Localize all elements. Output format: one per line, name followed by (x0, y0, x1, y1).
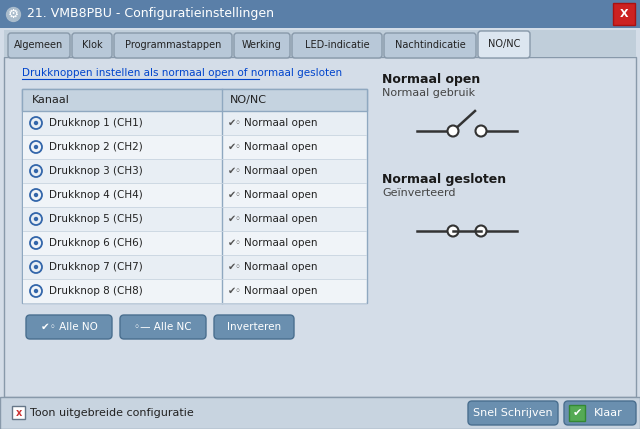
Text: Drukknop 5 (CH5): Drukknop 5 (CH5) (49, 214, 143, 224)
Bar (23, 159, 366, 183)
Circle shape (34, 265, 38, 269)
Text: Algemeen: Algemeen (14, 40, 63, 51)
Bar (22, 89, 367, 303)
Text: 21. VMB8PBU - Configuratieinstellingen: 21. VMB8PBU - Configuratieinstellingen (27, 7, 274, 21)
Text: ✔◦: ✔◦ (228, 238, 242, 248)
FancyBboxPatch shape (468, 401, 558, 425)
Text: Drukknop 1 (CH1): Drukknop 1 (CH1) (49, 118, 143, 128)
Circle shape (34, 145, 38, 149)
Text: Normaal open: Normaal open (244, 238, 317, 248)
Bar (0, 0, 640, 28)
Text: Normaal open: Normaal open (244, 118, 317, 128)
Text: ✔◦: ✔◦ (228, 190, 242, 200)
FancyBboxPatch shape (384, 33, 476, 58)
Bar (23, 111, 366, 135)
FancyBboxPatch shape (26, 315, 112, 339)
Circle shape (476, 226, 486, 236)
FancyBboxPatch shape (234, 33, 290, 58)
FancyBboxPatch shape (120, 315, 206, 339)
Text: Klaar: Klaar (594, 408, 622, 418)
Bar (4, 57, 636, 397)
Text: Nachtindicatie: Nachtindicatie (395, 40, 465, 51)
FancyBboxPatch shape (478, 31, 530, 58)
Text: ✔◦: ✔◦ (228, 214, 242, 224)
Text: X: X (620, 9, 628, 19)
Text: Geïnverteerd: Geïnverteerd (382, 188, 456, 198)
Text: Werking: Werking (242, 40, 282, 51)
Bar (4, 30, 636, 57)
Text: ⚙: ⚙ (8, 7, 19, 21)
Circle shape (34, 121, 38, 125)
Circle shape (34, 193, 38, 197)
Text: Klok: Klok (82, 40, 102, 51)
Text: Drukknop 6 (CH6): Drukknop 6 (CH6) (49, 238, 143, 248)
Text: Normaal open: Normaal open (244, 214, 317, 224)
Text: Programmastappen: Programmastappen (125, 40, 221, 51)
Text: Drukknop 7 (CH7): Drukknop 7 (CH7) (49, 262, 143, 272)
Text: Drukknop 8 (CH8): Drukknop 8 (CH8) (49, 286, 143, 296)
Text: Normaal open: Normaal open (244, 286, 317, 296)
Bar (23, 183, 366, 207)
Bar (23, 279, 366, 303)
Text: Normaal gesloten: Normaal gesloten (382, 172, 506, 185)
Text: Toon uitgebreide configuratie: Toon uitgebreide configuratie (30, 408, 194, 418)
Text: Normaal gebruik: Normaal gebruik (382, 88, 475, 98)
FancyBboxPatch shape (214, 315, 294, 339)
Circle shape (34, 217, 38, 221)
Text: Normaal open: Normaal open (382, 73, 480, 85)
Bar (23, 255, 366, 279)
Circle shape (447, 226, 458, 236)
Text: ◦— Alle NC: ◦— Alle NC (134, 322, 192, 332)
Text: Drukknop 4 (CH4): Drukknop 4 (CH4) (49, 190, 143, 200)
Text: Normaal open: Normaal open (244, 166, 317, 176)
Text: Drukknoppen instellen als normaal open of normaal gesloten: Drukknoppen instellen als normaal open o… (22, 68, 342, 78)
Text: Snel Schrijven: Snel Schrijven (473, 408, 553, 418)
Circle shape (34, 289, 38, 293)
Text: ✔◦ Alle NO: ✔◦ Alle NO (40, 322, 97, 332)
FancyBboxPatch shape (564, 401, 636, 425)
Bar (0, 397, 640, 429)
Bar (23, 135, 366, 159)
Text: x: x (15, 408, 22, 417)
Bar (22, 89, 367, 111)
Text: ✔◦: ✔◦ (228, 286, 242, 296)
Circle shape (34, 169, 38, 173)
Text: Normaal open: Normaal open (244, 262, 317, 272)
Text: Inverteren: Inverteren (227, 322, 281, 332)
FancyBboxPatch shape (114, 33, 232, 58)
FancyBboxPatch shape (8, 33, 70, 58)
Bar (23, 231, 366, 255)
Text: NO/NC: NO/NC (488, 39, 520, 49)
Text: ✔◦: ✔◦ (228, 118, 242, 128)
Text: ✔: ✔ (572, 408, 582, 418)
Text: Drukknop 3 (CH3): Drukknop 3 (CH3) (49, 166, 143, 176)
Bar (12, 406, 25, 419)
Text: LED-indicatie: LED-indicatie (305, 40, 369, 51)
Bar (569, 405, 585, 421)
Bar (613, 3, 635, 25)
Text: NO/NC: NO/NC (230, 95, 267, 105)
FancyBboxPatch shape (292, 33, 382, 58)
Text: ✔◦: ✔◦ (228, 166, 242, 176)
Text: Normaal open: Normaal open (244, 190, 317, 200)
Text: Kanaal: Kanaal (32, 95, 70, 105)
Text: ✔◦: ✔◦ (228, 142, 242, 152)
Circle shape (476, 126, 486, 136)
Text: ✔◦: ✔◦ (228, 262, 242, 272)
Bar (23, 207, 366, 231)
FancyBboxPatch shape (72, 33, 112, 58)
Circle shape (34, 241, 38, 245)
Text: Normaal open: Normaal open (244, 142, 317, 152)
Text: Drukknop 2 (CH2): Drukknop 2 (CH2) (49, 142, 143, 152)
Circle shape (447, 126, 458, 136)
